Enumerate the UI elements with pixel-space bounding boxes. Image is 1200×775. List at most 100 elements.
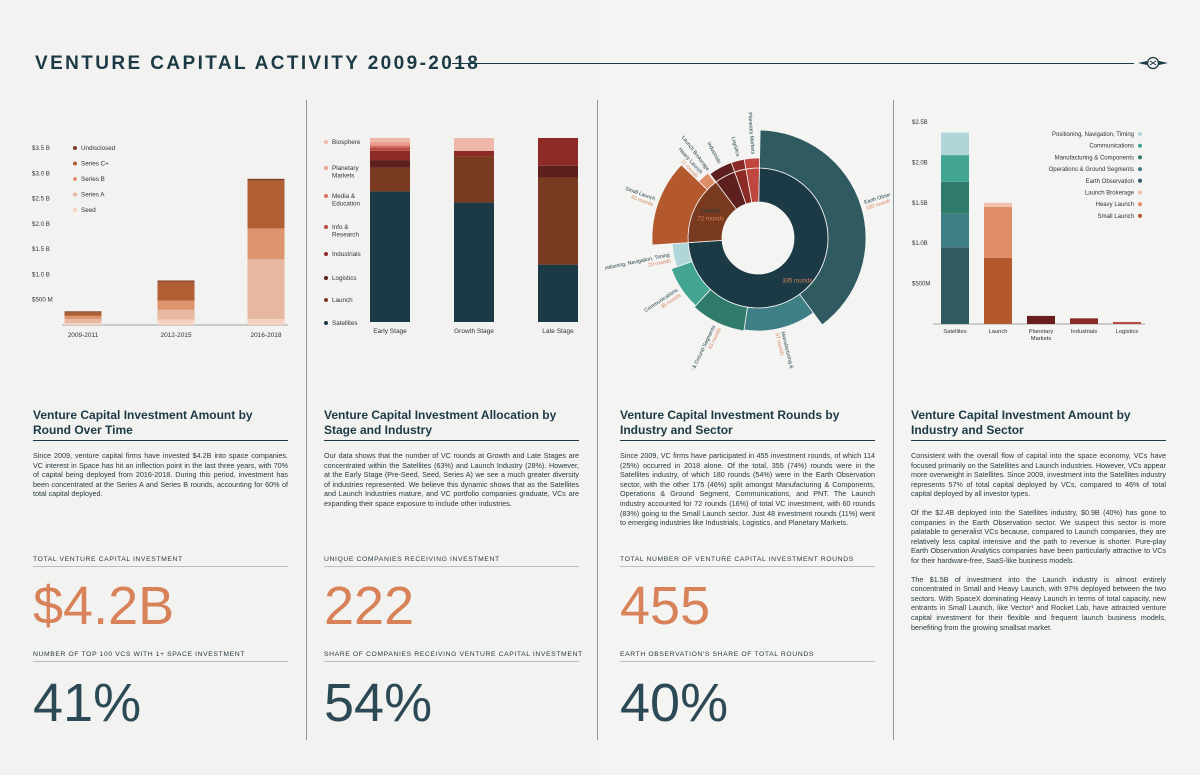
bar-segment-series-b (64, 315, 102, 319)
legend-dot (73, 192, 77, 197)
y-tick-label: $2.5B (912, 120, 928, 126)
legend-label: Biosphere (332, 139, 361, 146)
bar-segment-satellites (538, 264, 578, 322)
bar-segment-undisclosed (157, 280, 195, 282)
legend-label: Manufacturing & Components (1055, 155, 1134, 161)
legend-label: Media & Education (332, 193, 361, 208)
bar-segment-series-a (247, 259, 285, 319)
y-tick-label: $1.5 B (32, 246, 50, 253)
y-tick-label: $3.0 B (32, 170, 50, 177)
legend-label: Logistics (332, 275, 357, 282)
stat-value: $4.2B (33, 576, 175, 636)
inner-name-label: Launch (701, 208, 721, 214)
chart-investment-by-round: $500 M $1.0 B $1.5 B $2.0 B $2.5 B $3.0 B $3.5… (32, 145, 288, 339)
column-body: Since 2009, venture capital firms have i… (33, 451, 288, 508)
heading-rule (911, 440, 1166, 441)
column-body: Since 2009, VC firms have participated i… (620, 451, 875, 537)
bar-segment-series-c (157, 281, 195, 301)
x-tick-label: Early Stage (373, 328, 407, 335)
y-tick-label: $3.5 B (32, 145, 50, 152)
legend-dot (1138, 178, 1142, 183)
bar-segment-manufacturing-components (941, 181, 969, 214)
outer-ring-small-launch (651, 164, 708, 246)
legend-dot (324, 140, 328, 144)
bar-segment-industrials (1070, 318, 1098, 324)
stat-rule (324, 661, 579, 662)
x-tick-label: Industrials (1071, 329, 1098, 335)
x-tick-label: 2012-2015 (160, 332, 191, 339)
stat-value: 40% (620, 673, 729, 733)
stat-rule (324, 566, 579, 567)
bar-segment-industrials (454, 150, 494, 157)
bar-segment-seed (64, 322, 102, 325)
legend-label: Seed (81, 207, 96, 214)
y-tick-label: $500 M (32, 297, 53, 304)
legend-label: Industrials (332, 251, 361, 258)
legend-label: Satellites (332, 320, 358, 327)
bar-segment-logistics (370, 160, 410, 168)
legend-dot (73, 146, 77, 150)
legend-dot (1138, 202, 1142, 207)
outer-ring-planetary-markets (743, 157, 761, 170)
page-title: VENTURE CAPITAL ACTIVITY 2009-2018 (35, 53, 481, 74)
bar-segment-satellites (370, 191, 410, 322)
legend-label: Planetary Markets (332, 165, 359, 180)
bar-segment-series-c (247, 180, 285, 229)
legend-label: Small Launch (1098, 214, 1134, 220)
legend-dot (324, 225, 328, 229)
bar-segment-undisclosed (247, 178, 285, 181)
stat-rule (33, 566, 288, 567)
segment-label: Industrials (705, 141, 722, 165)
legend-dot (324, 252, 328, 256)
legend-label: Launch Brokerage (1085, 191, 1135, 197)
bar-segment-small-launch (984, 257, 1012, 324)
bar-segment-series-b (157, 300, 195, 310)
legend-label: Series B (81, 176, 105, 183)
stat-label: TOTAL NUMBER OF VENTURE CAPITAL INVESTME… (620, 556, 854, 563)
column-heading: Venture Capital Investment Amount by Rou… (33, 408, 253, 437)
legend-dot (1138, 143, 1142, 148)
body-paragraph: Consistent with the overall flow of capi… (911, 451, 1166, 499)
segment-label-group: Logistics (730, 136, 741, 157)
legend-dot (1138, 155, 1142, 160)
bar-segment-industrials (370, 150, 410, 161)
column-divider (893, 100, 894, 740)
bar-segment-undisclosed (64, 311, 102, 313)
heading-rule (324, 440, 579, 441)
x-tick-label: Logistics (1116, 329, 1139, 335)
bar-segment-communications (941, 155, 969, 182)
segment-label-group: Planetary Markets (746, 112, 755, 155)
bar-segment-info-research (370, 147, 410, 151)
heading-rule (620, 440, 875, 441)
stat-label: EARTH OBSERVATION'S SHARE OF TOTAL ROUND… (620, 651, 814, 658)
x-tick-label: Late Stage (542, 328, 574, 335)
stat-label: TOTAL VENTURE CAPITAL INVESTMENT (33, 556, 183, 563)
y-tick-label: $2.0 B (32, 221, 50, 228)
bar-segment-operations-ground-segments (941, 213, 969, 248)
stat-rule (620, 661, 875, 662)
x-tick-label: Satellites (943, 329, 967, 335)
x-tick-label: Planetary Markets (1029, 329, 1054, 342)
legend-dot (73, 177, 77, 181)
bar-segment-series-b (247, 228, 285, 260)
legend-label: Launch (332, 297, 353, 304)
legend-label: Earth Observation (1086, 179, 1134, 185)
segment-label: Logistics (730, 136, 741, 157)
legend-dot (324, 321, 328, 325)
stat-value: 54% (324, 673, 433, 733)
legend-dot (1138, 132, 1142, 136)
bar-segment-industrials (538, 138, 578, 166)
legend-dot (324, 276, 328, 280)
body-paragraph: The $1.5B of investment into the Launch … (911, 574, 1166, 632)
bar-segment-planetary-markets (370, 141, 410, 146)
bar-segment-biosphere (454, 138, 494, 151)
column-heading: Venture Capital Investment Allocation by… (324, 408, 557, 437)
stat-value: 41% (33, 673, 142, 733)
legend-label: Positioning, Navigation, Timing (1052, 132, 1134, 138)
chart-allocation-by-stage: Early Stage Growth Stage Late Stage Biosphe… (324, 138, 578, 335)
y-tick-label: $500M (912, 282, 930, 288)
